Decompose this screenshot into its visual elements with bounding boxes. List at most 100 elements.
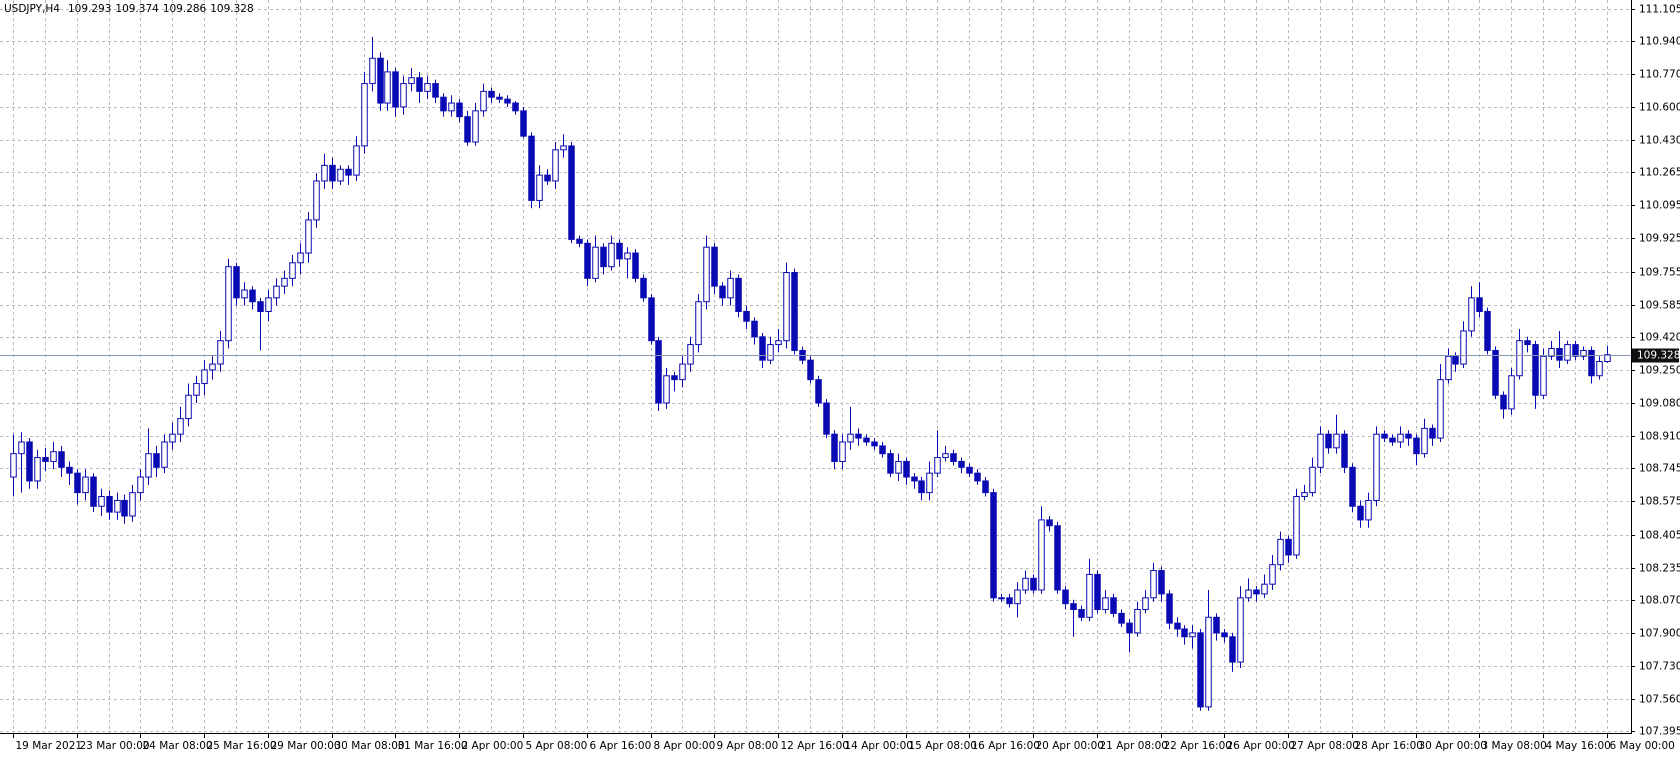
- candle-body: [416, 77, 423, 92]
- candle-body: [1405, 433, 1412, 439]
- candle-body: [911, 476, 918, 482]
- candle-body: [679, 363, 686, 381]
- candle-body: [1070, 603, 1077, 611]
- candle-body: [1373, 433, 1380, 501]
- candle-body: [408, 77, 415, 85]
- x-tick-label: 21 Apr 08:00: [1100, 740, 1168, 752]
- candle-body: [1158, 570, 1165, 595]
- x-tick-label: 9 Apr 08:00: [717, 740, 779, 752]
- candle-body: [1078, 609, 1085, 618]
- candle-body: [392, 71, 399, 108]
- candle-body: [153, 453, 160, 468]
- x-tick-label: 14 Apr 00:00: [845, 740, 913, 752]
- candle-body: [456, 102, 463, 118]
- candle-body: [90, 476, 97, 507]
- y-tick-label: 107.560: [1639, 694, 1680, 706]
- candle-body: [1421, 427, 1428, 455]
- candle-body: [1365, 499, 1372, 521]
- y-tick-label: 107.900: [1639, 628, 1680, 640]
- candle-body: [233, 266, 240, 299]
- candle-body: [488, 90, 495, 98]
- candle-body: [209, 363, 216, 371]
- candle-body: [1046, 519, 1053, 527]
- candle-body: [114, 499, 121, 513]
- candle-body: [568, 145, 575, 240]
- candle-body: [1357, 505, 1364, 521]
- candle-body: [1054, 525, 1061, 591]
- candle-body: [1022, 577, 1029, 591]
- y-tick-label: 107.395: [1639, 726, 1680, 738]
- candle-body: [1580, 349, 1587, 357]
- x-tick-label: 5 Apr 08:00: [526, 740, 588, 752]
- candle-body: [1166, 593, 1173, 624]
- candle-body: [1293, 496, 1300, 556]
- candle-body: [273, 285, 280, 299]
- candle-body: [169, 433, 176, 443]
- candle-body: [1333, 433, 1340, 449]
- candle-body: [1245, 589, 1252, 599]
- candle-body: [584, 242, 591, 279]
- candle-body: [10, 453, 17, 478]
- candle-body: [982, 480, 989, 494]
- candle-body: [361, 83, 368, 147]
- candle-body: [1102, 597, 1109, 611]
- candle-body: [464, 116, 471, 143]
- x-tick-label: 12 Apr 16:00: [781, 740, 849, 752]
- candle-body: [448, 102, 455, 112]
- candle-body: [265, 297, 272, 312]
- candle-body: [1062, 589, 1069, 605]
- candle-body: [974, 472, 981, 482]
- candle-body: [807, 359, 814, 381]
- candle-body: [727, 277, 734, 299]
- x-tick-label: 16 Apr 16:00: [972, 740, 1040, 752]
- candle-body: [34, 457, 41, 482]
- x-tick-label: 3 May 08:00: [1482, 740, 1547, 752]
- candle-body: [1118, 612, 1125, 624]
- candle-body: [655, 340, 662, 404]
- candle-body: [934, 457, 941, 474]
- candle-body: [1142, 597, 1149, 611]
- candle-body: [1038, 519, 1045, 591]
- candle-body: [544, 174, 551, 182]
- x-tick-label: 30 Apr 00:00: [1419, 740, 1487, 752]
- candle-body: [225, 266, 232, 342]
- y-tick-label: 108.070: [1639, 595, 1680, 607]
- candle-body: [1564, 344, 1571, 361]
- candle-body: [1604, 354, 1611, 363]
- candle-body: [632, 252, 639, 279]
- header-price: 109.328: [210, 3, 253, 15]
- symbol-title: USDJPY,H4: [4, 3, 60, 15]
- candle-body: [121, 499, 128, 517]
- candle-body: [1588, 349, 1595, 377]
- candle-body: [847, 433, 854, 443]
- candle-body: [337, 168, 344, 182]
- candle-body: [759, 336, 766, 361]
- candle-body: [1150, 570, 1157, 599]
- candle-body: [1134, 609, 1141, 634]
- candle-body: [18, 441, 25, 455]
- y-tick-label: 109.420: [1639, 332, 1680, 344]
- candle-body: [1197, 632, 1204, 708]
- x-tick-label: 24 Mar 08:00: [143, 740, 213, 752]
- candle-body: [1548, 347, 1555, 357]
- candle-body: [1492, 349, 1499, 396]
- candle-body: [871, 441, 878, 447]
- y-tick-label: 109.585: [1639, 300, 1680, 312]
- candle-body: [1110, 597, 1117, 614]
- candle-body: [1468, 297, 1475, 332]
- candle-body: [1126, 622, 1133, 634]
- candle-body: [560, 145, 567, 151]
- x-tick-label: 20 Apr 00:00: [1036, 740, 1104, 752]
- candle-body: [289, 262, 296, 279]
- candle-body: [432, 83, 439, 98]
- candle-body: [624, 252, 631, 260]
- header-price: 109.293: [68, 3, 111, 15]
- current-price-box: [1632, 348, 1679, 363]
- candle-body: [1429, 427, 1436, 439]
- x-tick-label: 15 Apr 08:00: [909, 740, 977, 752]
- candle-body: [576, 238, 583, 244]
- candle-body: [129, 492, 136, 517]
- candle-body: [297, 252, 304, 264]
- y-tick-label: 109.755: [1639, 267, 1680, 279]
- candle-body: [1508, 375, 1515, 410]
